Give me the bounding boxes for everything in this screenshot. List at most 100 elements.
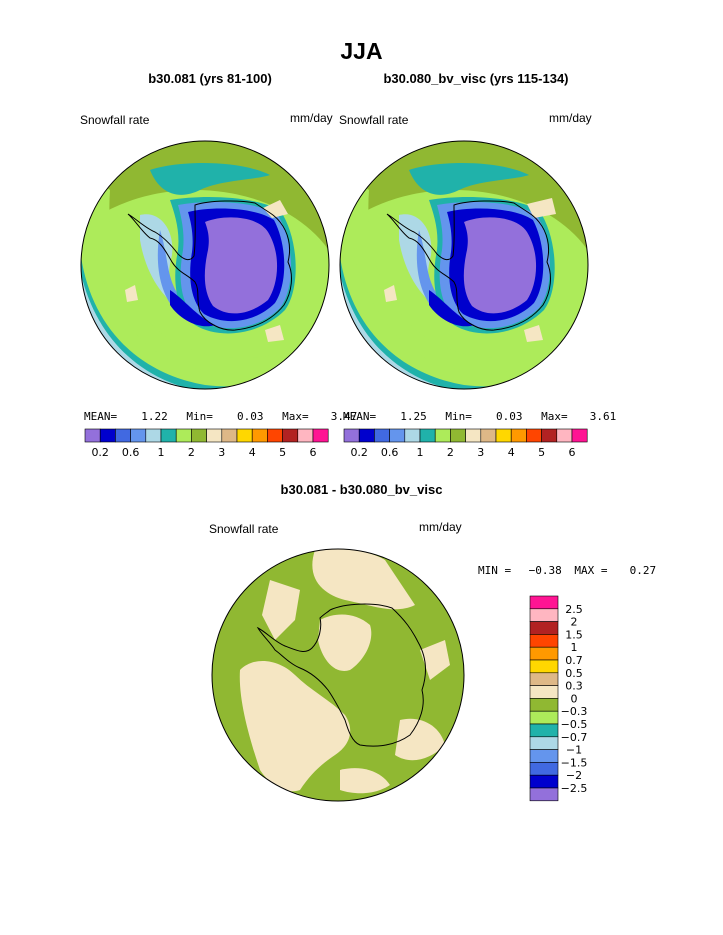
colorbar-swatch bbox=[282, 428, 299, 443]
panel3-variable-label: Snowfall rate bbox=[209, 522, 279, 536]
colorbar-tick-label: 0 bbox=[571, 692, 578, 705]
min-value: 0.03 bbox=[496, 410, 523, 423]
mean-label: MEAN= bbox=[343, 410, 377, 423]
map2-snowfall bbox=[340, 141, 588, 389]
map1-snowfall bbox=[81, 141, 329, 389]
colorbar-tick-label: −0.7 bbox=[561, 731, 588, 744]
colorbar-swatch bbox=[495, 428, 512, 443]
colorbar-tick-label: −2.5 bbox=[561, 782, 588, 795]
max-label: Max= bbox=[541, 410, 568, 423]
colorbar-swatch bbox=[221, 428, 238, 443]
colorbar-swatch bbox=[160, 428, 177, 443]
colorbar-tick-label: 6 bbox=[569, 446, 576, 459]
colorbar-swatch bbox=[130, 428, 147, 443]
colorbar-swatch bbox=[529, 710, 559, 725]
colorbar-swatch bbox=[236, 428, 253, 443]
colorbar-tick-label: −2 bbox=[566, 769, 582, 782]
colorbar-swatch bbox=[404, 428, 421, 443]
colorbar-swatch bbox=[389, 428, 406, 443]
colorbar-swatch bbox=[297, 428, 314, 443]
colorbar-swatch bbox=[145, 428, 162, 443]
colorbar-tick-label: 3 bbox=[218, 446, 225, 459]
colorbar-swatch bbox=[99, 428, 116, 443]
colorbar-swatch bbox=[529, 659, 559, 674]
max-value: 3.47 bbox=[330, 410, 358, 423]
colorbar-swatch bbox=[529, 774, 559, 789]
colorbar-swatch bbox=[556, 428, 573, 443]
colorbar-tick-label: 2 bbox=[188, 446, 195, 459]
colorbar-swatch bbox=[480, 428, 497, 443]
colorbar-swatch bbox=[251, 428, 268, 443]
colorbar-tick-label: 5 bbox=[279, 446, 286, 459]
min-value: 0.03 bbox=[237, 410, 264, 423]
colorbar-2: 0.2 0.6 1 2 3 4 5 6 bbox=[343, 428, 588, 459]
colorbar-swatch bbox=[115, 428, 131, 443]
colorbar-swatch bbox=[175, 428, 192, 443]
colorbar-swatch bbox=[434, 428, 451, 443]
panel3-units-label: mm/day bbox=[419, 520, 462, 534]
panel2-variable-label: Snowfall rate bbox=[339, 113, 409, 127]
panel2-units-label: mm/day bbox=[549, 111, 592, 125]
colorbar-tick-label: −0.3 bbox=[561, 705, 588, 718]
mean-value: 1.25 bbox=[400, 410, 427, 423]
colorbar-3: 2.521.510.70.50.30−0.3−0.5−0.7−1−1.5−2−2… bbox=[529, 595, 588, 802]
colorbar-swatch bbox=[191, 428, 207, 443]
panel1-variable-label: Snowfall rate bbox=[80, 113, 150, 127]
colorbar-tick-label: 2 bbox=[447, 446, 454, 459]
colorbar-swatch bbox=[529, 736, 559, 750]
colorbar-swatch bbox=[529, 698, 559, 712]
colorbar-swatch bbox=[419, 428, 436, 443]
colorbar-swatch bbox=[529, 595, 559, 610]
difference-subtitle: b30.081 - b30.080_bv_visc bbox=[280, 482, 443, 497]
colorbar-tick-label: 1.5 bbox=[565, 628, 583, 641]
colorbar-tick-label: 1 bbox=[417, 446, 424, 459]
mean-value: 1.22 bbox=[141, 410, 168, 423]
panel2-subtitle: b30.080_bv_visc (yrs 115-134) bbox=[383, 71, 569, 86]
max-label: Max= bbox=[282, 410, 309, 423]
colorbar-1: 0.2 0.6 1 2 3 4 5 6 bbox=[84, 428, 329, 459]
max-value: 3.61 bbox=[589, 410, 617, 423]
colorbar-swatch bbox=[84, 428, 101, 443]
colorbar-swatch bbox=[529, 621, 559, 635]
colorbar-tick-label: 0.2 bbox=[91, 446, 109, 459]
min-label: Min= bbox=[445, 410, 472, 423]
colorbar-tick-label: 2.5 bbox=[565, 603, 583, 616]
colorbar-tick-label: −1 bbox=[566, 744, 582, 757]
colorbar-tick-label: −1.5 bbox=[561, 756, 588, 769]
colorbar-swatch bbox=[450, 428, 466, 443]
colorbar-tick-label: 2 bbox=[571, 616, 578, 629]
mean-label: MEAN= bbox=[84, 410, 118, 423]
map3-difference bbox=[212, 549, 464, 801]
panel1-units-label: mm/day bbox=[290, 111, 333, 125]
colorbar-swatch bbox=[358, 428, 375, 443]
min-label: MIN = bbox=[478, 564, 512, 577]
colorbar-swatch bbox=[312, 428, 329, 443]
colorbar-swatch bbox=[374, 428, 390, 443]
colorbar-tick-label: −0.5 bbox=[561, 718, 588, 731]
colorbar-swatch bbox=[267, 428, 283, 443]
colorbar-swatch bbox=[529, 787, 559, 802]
colorbar-tick-label: 5 bbox=[538, 446, 545, 459]
colorbar-swatch bbox=[529, 608, 559, 622]
colorbar-swatch bbox=[541, 428, 558, 443]
colorbar-swatch bbox=[529, 723, 559, 738]
colorbar-swatch bbox=[529, 646, 559, 661]
colorbar-tick-label: 3 bbox=[477, 446, 484, 459]
panel1-subtitle: b30.081 (yrs 81-100) bbox=[148, 71, 272, 86]
colorbar-tick-label: 0.5 bbox=[565, 667, 583, 680]
colorbar-tick-label: 1 bbox=[571, 641, 578, 654]
colorbar-tick-label: 6 bbox=[310, 446, 317, 459]
min-label: Min= bbox=[186, 410, 213, 423]
colorbar-tick-label: 0.6 bbox=[381, 446, 399, 459]
colorbar-tick-label: 0.2 bbox=[350, 446, 368, 459]
colorbar-swatch bbox=[529, 634, 559, 648]
colorbar-swatch bbox=[529, 762, 559, 776]
colorbar-swatch bbox=[510, 428, 527, 443]
max-label: MAX = bbox=[574, 564, 608, 577]
colorbar-swatch bbox=[526, 428, 542, 443]
colorbar-swatch bbox=[529, 685, 559, 699]
min-value: −0.38 bbox=[528, 564, 562, 577]
colorbar-swatch bbox=[571, 428, 588, 443]
panel2-stats: MEAN= 1.25 Min= 0.03 Max= 3.61 bbox=[343, 410, 616, 423]
